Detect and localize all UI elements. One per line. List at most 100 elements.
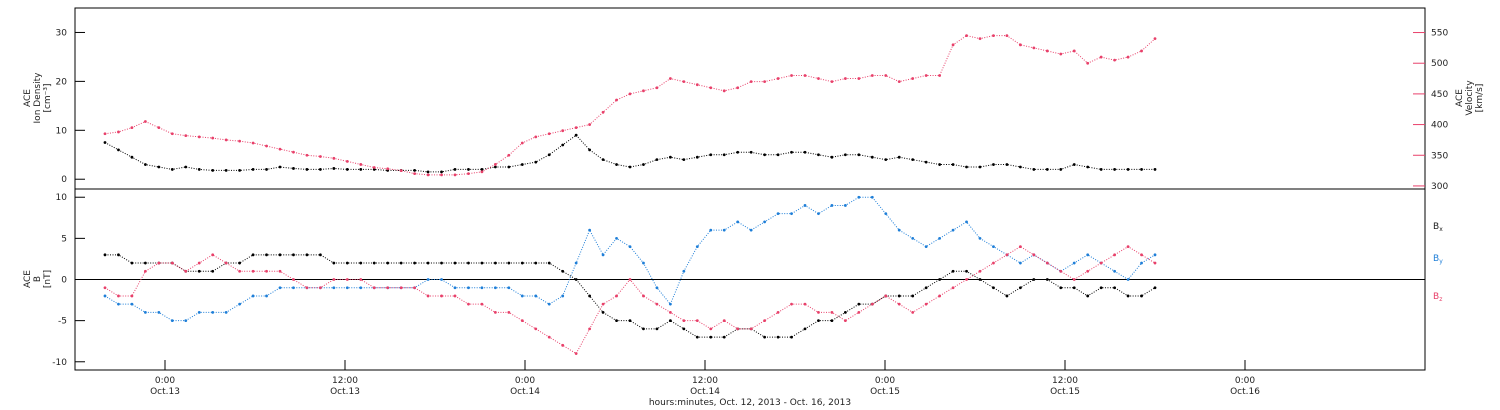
velocity-point <box>117 130 120 134</box>
x-tick-date: Oct.13 <box>330 387 360 397</box>
density-point <box>1126 168 1130 171</box>
bfield-point <box>790 212 793 216</box>
bfield-point <box>534 294 538 298</box>
density-point <box>924 160 928 164</box>
top-right-tick-label: 500 <box>1431 59 1448 69</box>
velocity-point <box>1140 49 1143 53</box>
density-point <box>184 165 188 169</box>
density-point <box>709 153 713 157</box>
density-point <box>763 153 767 157</box>
bfield-point <box>292 286 295 290</box>
density-point <box>951 163 955 166</box>
bfield-point <box>857 302 861 306</box>
bfield-point <box>1099 286 1103 290</box>
top-right-tick-label: 450 <box>1431 90 1448 100</box>
bfield-point <box>399 286 403 290</box>
velocity-point <box>453 173 457 177</box>
x-tick-time: 0:00 <box>515 376 535 386</box>
velocity-series-0 <box>103 34 1157 177</box>
bfield-point <box>830 204 834 207</box>
x-tick-date: Oct.13 <box>150 387 180 397</box>
velocity-point <box>749 80 753 84</box>
top-right-ylabel-line3: [km/s] <box>1475 84 1485 113</box>
legend-bx-sub: x <box>1439 226 1443 233</box>
bfield-point <box>211 311 215 314</box>
bfield-point <box>493 261 497 265</box>
top-right-tick-label: 300 <box>1431 182 1448 192</box>
velocity-point <box>709 86 713 90</box>
x-tick-date: Oct.14 <box>690 387 720 397</box>
top-right-tick-label: 550 <box>1431 29 1448 39</box>
top-series <box>103 34 1157 177</box>
legend-bz-sub: z <box>1439 296 1442 303</box>
density-point <box>278 165 282 169</box>
bfield-point <box>1059 286 1063 290</box>
density-point <box>776 153 780 157</box>
bfield-point <box>884 212 888 216</box>
bfield-point <box>359 278 363 281</box>
bfield-point <box>197 269 201 273</box>
x-tick-time: 12:00 <box>1052 376 1078 386</box>
top-left-ylabel-line1: ACE <box>23 89 33 107</box>
velocity-point <box>682 80 686 84</box>
velocity-point <box>547 132 551 136</box>
density-point <box>1045 168 1049 171</box>
density-point <box>655 158 659 162</box>
bottom-panel: -10 -5 0 5 10 ACE B [nT] Bx By Bz <box>23 188 1443 371</box>
x-tick-time: 0:00 <box>1235 376 1255 386</box>
velocity-point <box>467 172 470 176</box>
velocity-point <box>265 144 268 148</box>
density-point <box>1153 168 1157 171</box>
density-point <box>938 163 942 166</box>
density-point <box>534 160 538 164</box>
bfield-trace <box>105 254 1156 338</box>
bfield-trace <box>104 246 1156 355</box>
density-point <box>911 158 915 162</box>
bfield-point <box>211 269 215 273</box>
bfield-point <box>709 335 713 339</box>
velocity-point <box>857 77 861 80</box>
velocity-point <box>1153 37 1157 41</box>
bfield-point <box>359 286 363 290</box>
density-point <box>480 168 484 171</box>
bfield-point <box>520 261 524 265</box>
velocity-point <box>426 173 430 177</box>
bfield-point <box>507 286 511 290</box>
velocity-point <box>884 74 888 77</box>
top-right-ylabel: ACE Velocity [km/s] <box>1455 80 1485 116</box>
bfield-point <box>870 195 874 199</box>
bfield-point <box>776 335 780 339</box>
top-right-ylabel-line1: ACE <box>1455 89 1465 107</box>
density-point <box>157 165 161 169</box>
bfield-point <box>345 286 349 290</box>
bottom-left-tick-label: 10 <box>56 193 68 203</box>
x-tick-date: Oct.15 <box>1050 387 1080 397</box>
velocity-point <box>318 155 322 158</box>
x-tick-time: 0:00 <box>155 376 175 386</box>
bfield-trace <box>104 196 1156 322</box>
bottom-left-tick-label: -10 <box>52 358 67 368</box>
density-point <box>1032 168 1036 171</box>
velocity-trace <box>104 35 1156 176</box>
legend-by-main: B <box>1433 254 1439 264</box>
density-point <box>978 165 982 169</box>
top-right-tick-label: 350 <box>1431 151 1448 161</box>
density-point <box>211 169 215 172</box>
bfield-point <box>278 286 282 290</box>
velocity-point <box>992 34 995 38</box>
bfield-series-0 <box>103 253 1157 339</box>
velocity-point <box>292 150 295 154</box>
velocity-point <box>399 169 403 172</box>
legend-by: By <box>1433 254 1443 265</box>
x-tick-date: Oct.16 <box>1230 387 1260 397</box>
x-tick-time: 12:00 <box>332 376 358 386</box>
bfield-point <box>426 261 430 265</box>
bfield-point <box>911 294 915 298</box>
bfield-point <box>534 261 538 265</box>
bfield-point <box>251 253 255 257</box>
bfield-point <box>1140 294 1143 298</box>
bfield-point <box>588 294 592 298</box>
bfield-point <box>857 311 861 314</box>
density-point <box>440 170 443 174</box>
